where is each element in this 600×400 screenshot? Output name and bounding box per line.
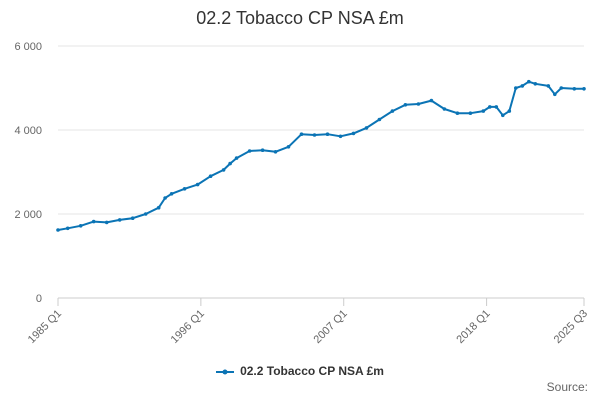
y-tick-label: 0 <box>36 293 42 305</box>
data-point <box>488 105 492 109</box>
data-point <box>163 196 167 200</box>
data-point <box>533 82 538 86</box>
data-point <box>143 212 148 216</box>
legend-swatch <box>216 369 235 375</box>
data-point <box>364 126 369 130</box>
data-point <box>429 98 434 103</box>
data-point <box>416 102 421 106</box>
data-point <box>403 103 408 107</box>
data-point <box>546 84 551 88</box>
x-tick-label: 2025 Q3 <box>552 308 590 346</box>
data-point <box>78 224 83 228</box>
y-tick-label: 6 000 <box>14 41 42 53</box>
y-tick-label: 2 000 <box>14 209 42 221</box>
chart-title: 02.2 Tobacco CP NSA £m <box>196 8 404 28</box>
data-point <box>130 216 135 220</box>
data-point <box>442 107 447 111</box>
data-point <box>390 109 395 113</box>
data-point <box>117 218 122 222</box>
data-point <box>494 105 499 109</box>
data-point <box>501 113 505 118</box>
data-point <box>182 187 187 191</box>
legend[interactable]: 02.2 Tobacco CP NSA £m <box>0 364 600 378</box>
axes: 0 2 000 4 000 6 000 1985 Q1 1996 Q1 2007 Q1 201… <box>14 41 590 346</box>
data-point <box>507 109 512 113</box>
data-point <box>195 182 200 187</box>
data-point <box>247 149 252 153</box>
series-line <box>57 80 584 231</box>
x-tick-label: 2007 Q1 <box>312 308 350 346</box>
data-point <box>299 132 304 136</box>
data-point <box>582 87 586 91</box>
gridlines <box>58 45 584 215</box>
data-point <box>91 219 96 224</box>
data-point <box>351 131 356 136</box>
legend-label: 02.2 Tobacco CP NSA £m <box>240 364 384 378</box>
data-point <box>527 79 531 84</box>
data-point <box>338 134 343 139</box>
data-point <box>559 86 564 90</box>
data-point <box>553 92 557 97</box>
data-point <box>312 133 317 137</box>
x-tick-label: 2018 Q1 <box>454 308 492 346</box>
data-point <box>481 109 486 113</box>
data-point <box>260 148 265 152</box>
data-point <box>325 132 330 136</box>
data-point <box>228 161 232 166</box>
data-point <box>514 86 518 90</box>
data-point <box>104 220 109 225</box>
data-point <box>56 228 60 232</box>
source-label: Source: <box>546 380 588 394</box>
data-point <box>468 111 473 115</box>
data-point <box>208 174 213 178</box>
data-point <box>286 145 291 149</box>
data-point <box>273 150 278 154</box>
data-point <box>520 84 525 88</box>
data-point <box>156 205 161 210</box>
data-point <box>65 226 70 231</box>
data-point <box>234 156 239 160</box>
series-layer <box>56 79 586 232</box>
data-point <box>221 168 226 172</box>
data-point <box>377 117 382 122</box>
x-tick-label: 1985 Q1 <box>26 308 64 346</box>
x-tick-label: 1996 Q1 <box>169 308 207 346</box>
data-point <box>572 87 577 91</box>
data-point <box>455 111 460 115</box>
data-point <box>169 192 174 196</box>
y-tick-label: 4 000 <box>14 125 42 137</box>
